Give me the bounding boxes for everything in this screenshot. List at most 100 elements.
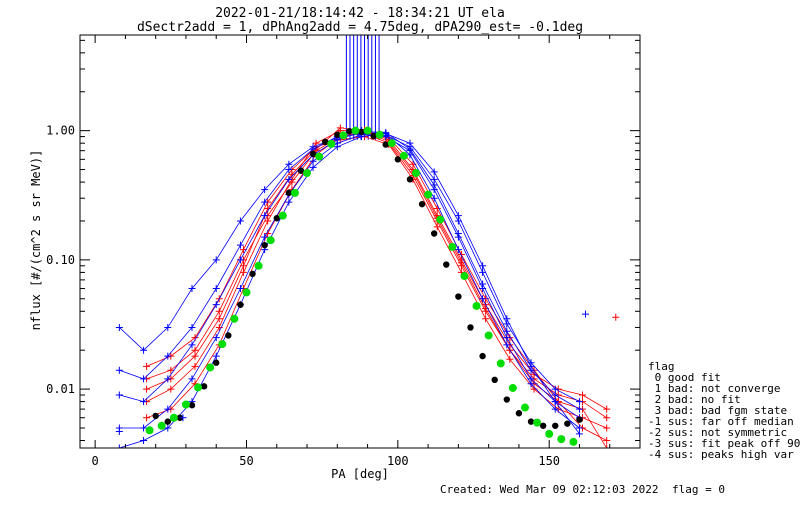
fit-point (412, 169, 420, 178)
data-point (430, 230, 438, 237)
fit-point (387, 139, 396, 148)
fit-point (508, 383, 517, 392)
fit-point (145, 426, 154, 435)
fit-point (315, 152, 324, 161)
series-point (336, 124, 344, 132)
fit-point (327, 139, 336, 148)
data-point (188, 402, 196, 409)
series-point (285, 166, 293, 174)
series-point (454, 212, 462, 220)
data-point (321, 138, 329, 146)
data-point (539, 422, 547, 429)
legend-entry: 2 bad: no fit (648, 393, 741, 406)
series-point (551, 398, 559, 406)
series-point (261, 186, 269, 194)
series-point (236, 256, 244, 264)
series-point (479, 295, 487, 303)
series-point (115, 366, 123, 374)
chart-title: 2022-01-21/18:14:42 - 18:34:21 UT ela (215, 6, 505, 21)
series-point (309, 163, 317, 171)
fit-point (169, 413, 178, 422)
created-timestamp: Created: Wed Mar 09 02:12:03 2022 (440, 483, 659, 496)
series-point (433, 204, 441, 212)
series-point (261, 212, 269, 220)
series-point (215, 307, 223, 315)
series-point (191, 346, 199, 354)
data-point (213, 359, 220, 366)
series-point (140, 398, 148, 406)
series-point (236, 217, 244, 225)
series-point (575, 424, 583, 432)
series-point (527, 380, 535, 388)
series-point (212, 301, 220, 309)
data-point (564, 420, 571, 427)
y-tick-label: 0.01 (46, 382, 75, 396)
series-point (603, 424, 611, 432)
fit-point (569, 437, 578, 446)
series-point (212, 352, 220, 360)
series-point (479, 268, 487, 276)
fit-point (363, 126, 372, 135)
series-point (603, 444, 611, 448)
series-point (575, 398, 583, 406)
flag-value: flag = 0 (672, 483, 725, 496)
fit-point (448, 242, 457, 251)
fit-point (290, 188, 299, 197)
series-point (603, 437, 611, 445)
series-point (164, 424, 172, 432)
fit-point (399, 151, 408, 160)
series-line-9 (119, 133, 580, 448)
data-point (334, 131, 341, 138)
fit-point (375, 130, 384, 139)
series-line-8 (119, 134, 580, 429)
isolated-point (115, 427, 123, 435)
series-point (115, 444, 123, 448)
series-point (482, 315, 490, 323)
legend-entry: 1 bad: not converge (648, 382, 780, 395)
series-point (143, 362, 151, 370)
series-point (239, 268, 247, 276)
series-point (167, 366, 175, 374)
series-point (430, 194, 438, 202)
series-point (143, 414, 151, 422)
data-point (225, 332, 232, 339)
fit-point (181, 400, 190, 409)
fit-point (351, 126, 360, 135)
series-point (503, 341, 511, 349)
fit-point (157, 421, 166, 430)
data-point (515, 410, 523, 417)
series-point (191, 362, 199, 370)
series-point (140, 424, 148, 432)
series-point (191, 352, 199, 360)
fit-point (194, 383, 203, 392)
x-tick-label: 150 (538, 454, 560, 468)
isolated-point (612, 313, 620, 321)
series-point (454, 230, 462, 238)
x-tick-label: 0 (92, 454, 99, 468)
series-point (188, 323, 196, 331)
series-point (164, 375, 172, 383)
plot-frame (79, 34, 641, 449)
legend-entry: 3 bad: bad fgm state (648, 404, 787, 417)
x-tick-label: 100 (387, 454, 409, 468)
data-point (406, 176, 414, 183)
series-point (261, 233, 269, 241)
legend-entry: 0 good fit (648, 371, 721, 384)
data-point (297, 167, 305, 174)
series-point (479, 262, 487, 270)
series-point (212, 334, 220, 342)
fit-point (218, 340, 227, 349)
data-point (346, 128, 353, 135)
data-point (152, 412, 159, 420)
data-point (552, 422, 559, 429)
data-point (491, 376, 498, 384)
data-point (503, 396, 511, 403)
legend-entry: -1 sus: far off median (648, 415, 794, 428)
data-point (249, 270, 256, 278)
series-point (406, 139, 414, 147)
series-point (188, 375, 196, 383)
series-point (430, 175, 438, 183)
series-point (454, 246, 462, 254)
